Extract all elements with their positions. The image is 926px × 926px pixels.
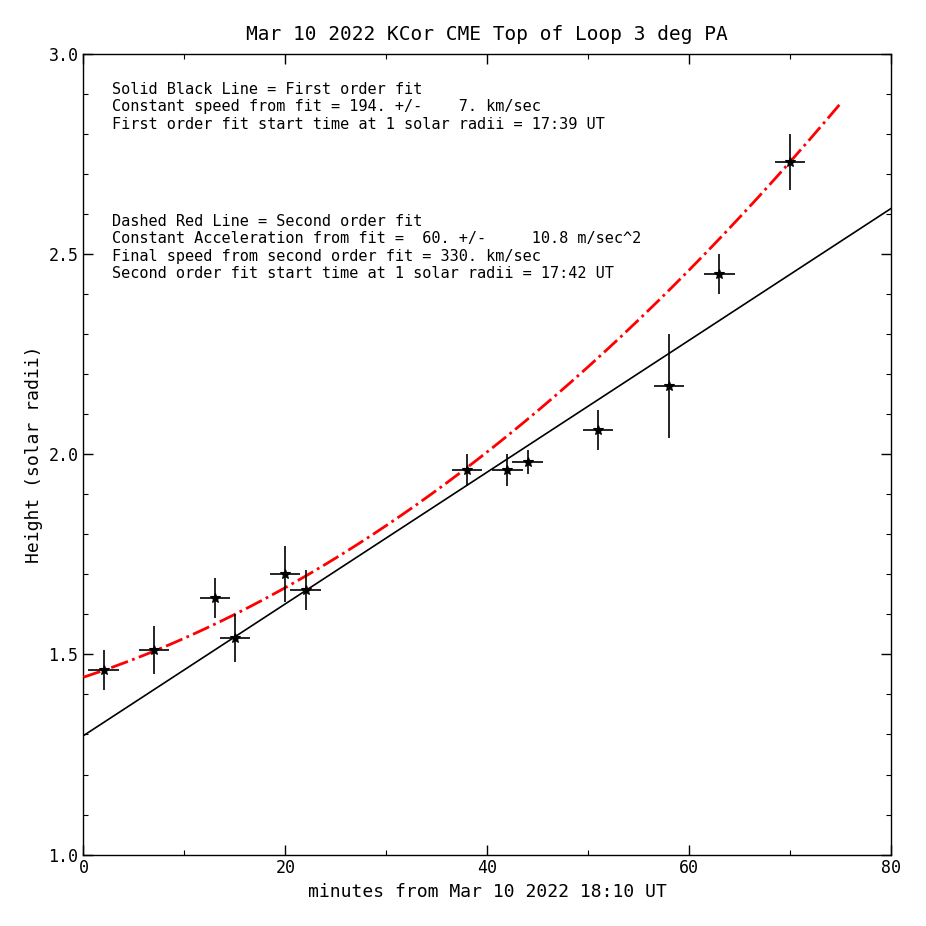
- Title: Mar 10 2022 KCor CME Top of Loop 3 deg PA: Mar 10 2022 KCor CME Top of Loop 3 deg P…: [246, 25, 728, 44]
- Text: Solid Black Line = First order fit
Constant speed from fit = 194. +/-    7. km/s: Solid Black Line = First order fit Const…: [112, 81, 605, 131]
- Text: Dashed Red Line = Second order fit
Constant Acceleration from fit =  60. +/-    : Dashed Red Line = Second order fit Const…: [112, 214, 641, 282]
- X-axis label: minutes from Mar 10 2022 18:10 UT: minutes from Mar 10 2022 18:10 UT: [307, 883, 667, 901]
- Y-axis label: Height (solar radii): Height (solar radii): [25, 345, 43, 563]
